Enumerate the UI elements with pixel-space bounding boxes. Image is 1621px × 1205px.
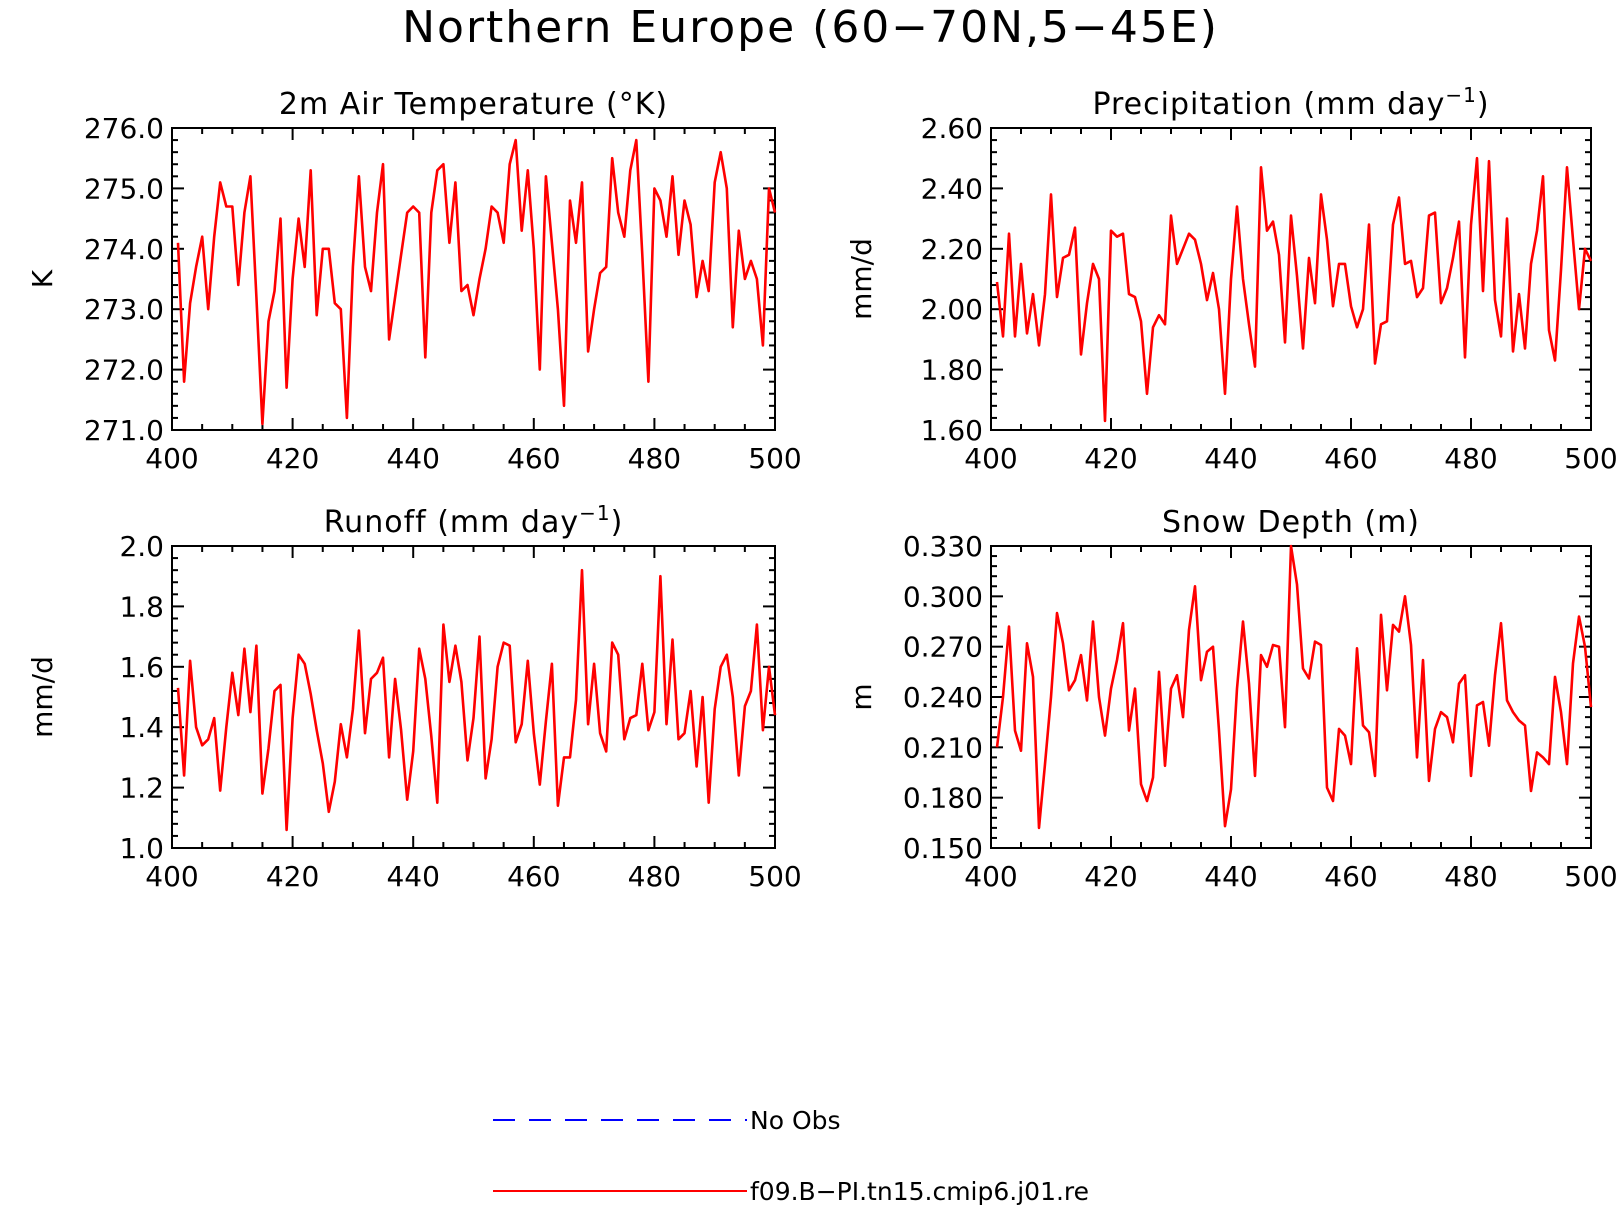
y-tick-label: 1.2: [119, 772, 164, 805]
panel-title: Precipitation (mm day−1): [1092, 83, 1489, 122]
y-axis-label: mm/d: [26, 656, 59, 738]
y-axis-label: m: [845, 683, 878, 710]
y-tick-label: 1.6: [119, 651, 164, 684]
panel-title-main: Snow Depth (m): [1162, 505, 1420, 540]
x-tick-label: 440: [1204, 442, 1257, 475]
panel-runoff: Runoff (mm day−1) 400 420 440 460 480 500 1.0 1.…: [26, 501, 802, 893]
panel-title: 2m Air Temperature (°K): [279, 87, 668, 122]
y-tick-label: 275.0: [84, 172, 164, 205]
y-tick-label: 0.300: [903, 580, 983, 613]
panel-title: Runoff (mm day−1): [324, 501, 624, 540]
y-tick-label: 2.0: [119, 530, 164, 563]
y-tick-label: 273.0: [84, 293, 164, 326]
x-tick-label: 400: [964, 860, 1017, 893]
y-tick-label: 274.0: [84, 233, 164, 266]
legend: No Obs f09.B−PI.tn15.cmip6.j01.re: [493, 1106, 1089, 1205]
x-tick-label: 440: [1204, 860, 1257, 893]
series-line-precipitation: [995, 156, 1593, 423]
x-tick-label: 480: [628, 860, 681, 893]
x-tick-label: 480: [1444, 442, 1497, 475]
panel-title-end: ): [1477, 87, 1490, 122]
y-axis-label: mm/d: [845, 238, 878, 320]
y-tick-label: 1.60: [921, 414, 983, 447]
y-tick-label: 2.40: [921, 172, 983, 205]
series-line-temperature: [176, 138, 777, 426]
series-line-snow-depth: [995, 544, 1593, 830]
y-tick-label: 0.180: [903, 782, 983, 815]
legend-label: No Obs: [750, 1106, 841, 1135]
y-tick-label: 2.00: [921, 293, 983, 326]
x-tick-label: 500: [748, 442, 801, 475]
y-tick-label: 1.80: [921, 354, 983, 387]
x-tick-label: 420: [1084, 860, 1137, 893]
x-tick-label: 420: [266, 860, 319, 893]
y-tick-label: 276.0: [84, 112, 164, 145]
x-tick-label: 400: [145, 442, 198, 475]
y-axis-label: K: [26, 269, 59, 288]
panel-title: Snow Depth (m): [1162, 505, 1420, 540]
x-tick-label: 460: [507, 860, 560, 893]
y-tick-label: 2.20: [921, 233, 983, 266]
panel-snow-depth: Snow Depth (m) 400 420 440 460 480 500 0.150 0.1…: [845, 505, 1618, 893]
x-tick-label: 500: [748, 860, 801, 893]
plot-frame: [171, 127, 776, 431]
x-tick-label: 460: [1324, 860, 1377, 893]
y-tick-label: 0.150: [903, 832, 983, 865]
panel-title-superscript: −1: [579, 501, 610, 525]
y-tick-label: 0.330: [903, 530, 983, 563]
x-tick-label: 480: [628, 442, 681, 475]
y-tick-label: 0.240: [903, 681, 983, 714]
y-tick-label: 272.0: [84, 354, 164, 387]
plot-frame: [990, 545, 1592, 849]
x-tick-label: 500: [1564, 860, 1617, 893]
plot-frame: [171, 545, 776, 849]
y-tick-label: 1.4: [119, 711, 164, 744]
panel-title-end: ): [611, 505, 624, 540]
x-tick-label: 400: [145, 860, 198, 893]
x-tick-label: 460: [1324, 442, 1377, 475]
plot-frame: [990, 127, 1592, 431]
panel-title-main: Runoff (mm day: [324, 505, 579, 540]
x-tick-label: 500: [1564, 442, 1617, 475]
y-tick-label: 1.0: [119, 832, 164, 865]
x-tick-label: 460: [507, 442, 560, 475]
panel-title-superscript: −1: [1445, 83, 1476, 107]
y-tick-label: 0.210: [903, 731, 983, 764]
panel-title-main: Precipitation (mm day: [1092, 87, 1445, 122]
y-tick-label: 0.270: [903, 631, 983, 664]
x-tick-label: 440: [386, 442, 439, 475]
panel-title-main: 2m Air Temperature (°K): [279, 87, 668, 122]
legend-label: f09.B−PI.tn15.cmip6.j01.re: [750, 1177, 1089, 1205]
y-tick-label: 271.0: [84, 414, 164, 447]
x-tick-label: 480: [1444, 860, 1497, 893]
panel-precipitation: Precipitation (mm day−1) 400 420 440 460 480 5…: [845, 83, 1618, 475]
y-tick-label: 1.8: [119, 590, 164, 623]
x-tick-label: 440: [386, 860, 439, 893]
x-tick-label: 420: [1084, 442, 1137, 475]
panel-temperature: 2m Air Temperature (°K) 400 420 440 460 480 50…: [26, 87, 802, 475]
x-tick-label: 400: [964, 442, 1017, 475]
series-line-runoff: [176, 568, 777, 832]
x-tick-label: 420: [266, 442, 319, 475]
figure-title: Northern Europe (60−70N,5−45E): [402, 2, 1219, 53]
y-tick-label: 2.60: [921, 112, 983, 145]
